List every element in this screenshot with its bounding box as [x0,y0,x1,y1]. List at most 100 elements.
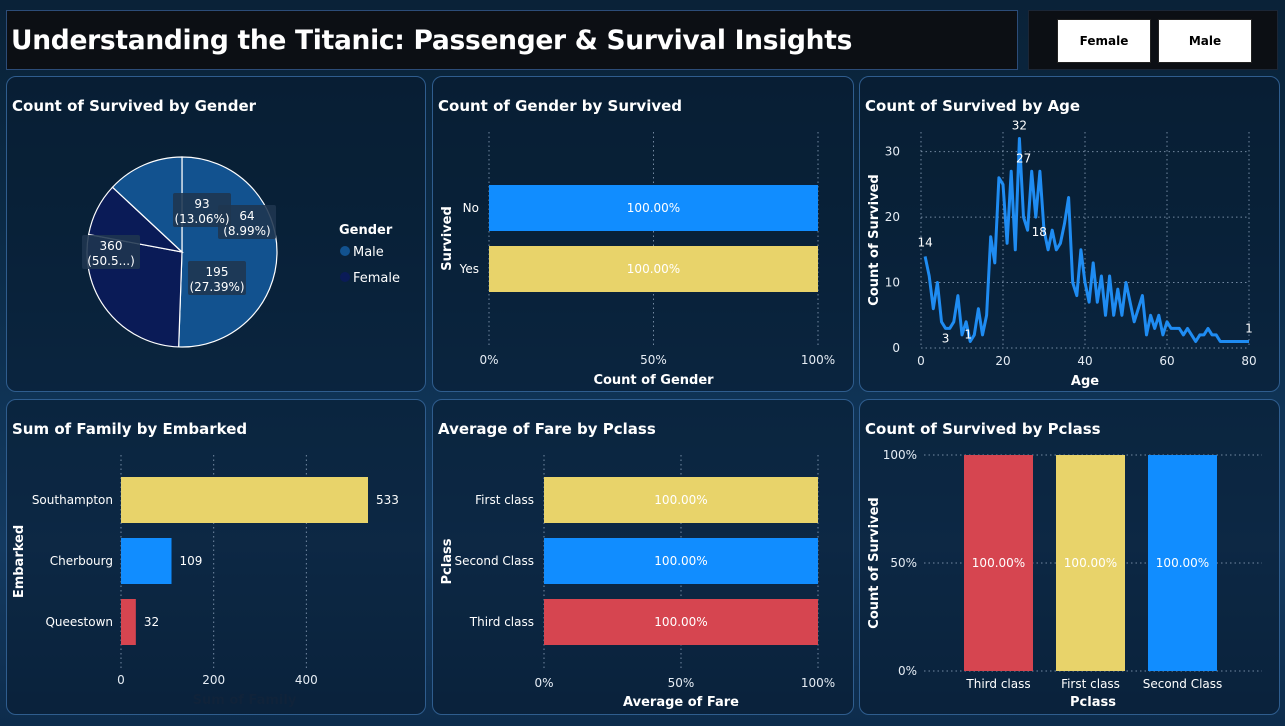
y-tick-label: Second Class [454,554,534,568]
data-label: 14 [917,235,932,249]
bar-second-class [1148,455,1217,671]
fare-by-pclass-chart: 0% 50% 100% First class 100.00% Second Class 1… [440,455,835,710]
x-tick-label: 200 [202,673,225,687]
pie-label-box [188,261,246,295]
data-label: 100.00% [1156,556,1209,570]
bar-southampton [121,477,368,523]
data-label: 18 [1032,225,1047,239]
y-tick-label: 30 [885,145,900,159]
slicer-female-button[interactable]: Female [1057,19,1151,63]
panel-survived-by-gender: Count of Survived by Gender 360 (50.5...)… [6,76,426,392]
y-tick-label: No [463,201,479,215]
y-tick-label: Third class [469,615,534,629]
data-label: 32 [1012,119,1027,133]
x-axis-title: Sum of Family [193,693,297,708]
y-tick-label: 100% [883,448,917,462]
x-tick-label: 0 [117,673,125,687]
survived-by-pclass-chart: 0% 50% 100% 100.00% Third class 100.00% First … [867,448,1262,710]
data-label: 1 [964,327,972,341]
pie-label-value: 64 [239,209,254,223]
pie-label-box [173,193,231,227]
slicer-male-button[interactable]: Male [1158,19,1252,63]
data-label: 100.00% [654,493,707,507]
data-label: 533 [376,493,399,507]
data-label: 100.00% [627,201,680,215]
pie-label-value: 195 [206,265,229,279]
x-tick-label: Second Class [1143,677,1223,691]
y-axis-title: Count of Survived [867,497,882,628]
y-axis-title: Pclass [440,538,455,584]
gender-slicer: Female Male [1028,10,1278,70]
panel-survived-by-age: Count of Survived by Age 0 20 40 60 80 0 10 20 3… [859,76,1280,392]
pie-label-box [82,235,140,269]
legend-marker-male [340,246,350,256]
y-tick-label: Queestown [45,615,113,629]
data-label: 3 [942,331,950,345]
bar-third-class [964,455,1033,671]
pie-label-box [218,205,276,239]
y-tick-label: 0 [892,341,900,355]
gender-by-survived-chart: 0% 50% 100% No 100.00% Yes 100.00% Count of Gen… [440,132,835,388]
legend-item-female: Female [353,271,400,286]
family-by-embarked-chart: 0 200 400 Southampton 533 Cherbourg 109 Queesto… [12,455,399,708]
x-tick-label: 50% [640,353,667,367]
panel-gender-by-survived: Count of Gender by Survived 0% 50% 100% No 1… [432,76,854,392]
x-tick-label: 20 [995,354,1010,368]
title-bar: Understanding the Titanic: Passenger & S… [6,10,1018,70]
y-tick-label: Yes [459,262,479,276]
pie-slice-male [111,156,183,254]
pie-label-percent: (50.5...) [87,254,135,268]
x-tick-label: 0% [479,353,498,367]
y-tick-label: Cherbourg [50,554,113,568]
bar-no [489,185,818,231]
x-tick-label: First class [1061,677,1120,691]
chart-title-survived-by-gender: Count of Survived by Gender [12,97,257,115]
panel-family-by-embarked: Sum of Family by Embarked 0 200 400 Southam… [6,399,426,715]
x-tick-label: 60 [1159,354,1174,368]
y-axis-title: Survived [440,206,455,271]
y-tick-label: Southampton [32,493,113,507]
chart-title-survived-by-age: Count of Survived by Age [865,97,1081,115]
x-tick-label: Third class [965,677,1030,691]
x-tick-label: 50% [668,676,695,690]
chart-title-family-by-embarked: Sum of Family by Embarked [12,420,248,438]
bar-second-class [544,538,818,584]
chart-title-gender-by-survived: Count of Gender by Survived [438,97,683,115]
panel-fare-by-pclass: Average of Fare by Pclass 0% 50% 100% First… [432,399,854,715]
pie-label-value: 360 [100,239,123,253]
pie-label-percent: (8.99%) [223,224,270,238]
legend-item-male: Male [353,245,384,260]
chart-title-fare-by-pclass: Average of Fare by Pclass [438,420,656,438]
bar-first-class [1056,455,1125,671]
age-series-line [923,137,1249,343]
data-label: 27 [1016,151,1031,165]
bar-cherbourg [121,538,172,584]
bar-queestown [121,599,136,645]
legend-title: Gender [339,223,393,238]
data-label: 32 [144,615,159,629]
pie-label-percent: (13.06%) [174,212,229,226]
data-label: 100.00% [972,556,1025,570]
x-tick-label: 0% [534,676,553,690]
data-label: 100.00% [654,615,707,629]
y-tick-label: 0% [898,664,917,678]
data-label: 100.00% [627,262,680,276]
data-label: 1 [1245,321,1253,335]
x-axis-title: Count of Gender [593,373,714,388]
pie-label-percent: (27.39%) [189,280,244,294]
y-axis-title: Embarked [12,525,27,598]
x-tick-label: 100% [801,353,835,367]
x-tick-label: 100% [801,676,835,690]
legend-marker-female [340,272,350,282]
y-tick-label: First class [475,493,534,507]
data-label: 109 [180,554,203,568]
pie-label-value: 93 [194,197,209,211]
x-tick-label: 80 [1241,354,1256,368]
data-label: 100.00% [1064,556,1117,570]
page-title: Understanding the Titanic: Passenger & S… [11,25,853,56]
x-axis-title: Pclass [1070,695,1116,710]
y-tick-label: 50% [890,556,917,570]
pie-slice-male [178,156,278,348]
x-axis-title: Average of Fare [623,695,739,710]
